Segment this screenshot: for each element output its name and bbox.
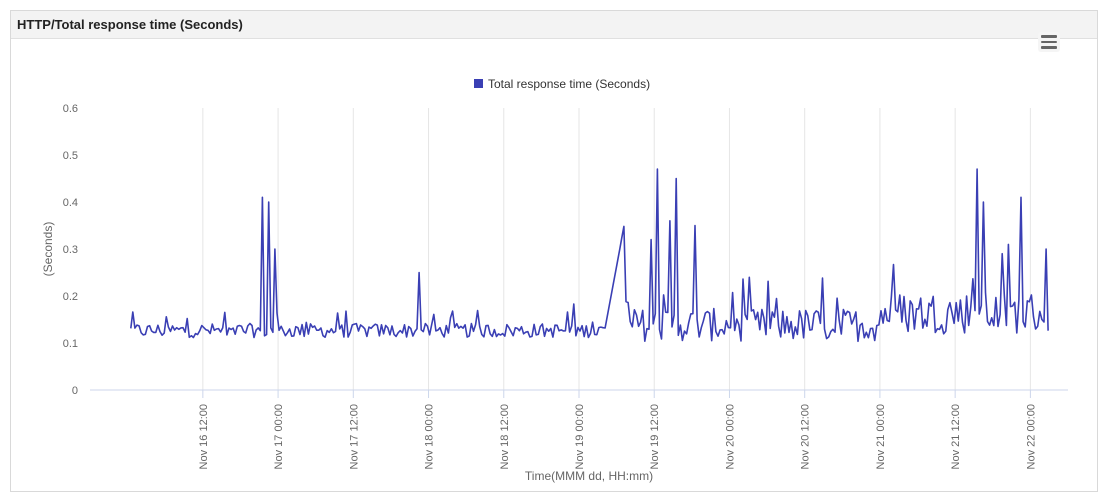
y-tick-label: 0.1 [63,338,78,350]
x-tick-label: Nov 21 00:00 [875,404,887,469]
x-tick-label: Nov 20 12:00 [800,404,812,469]
grid-lines [202,108,1031,390]
x-tick-label: Nov 20 00:00 [724,404,736,469]
y-tick-label: 0.2 [63,291,78,303]
chart-panel: HTTP/Total response time (Seconds) [10,10,1098,492]
y-tick-label: 0.3 [63,244,78,256]
legend[interactable]: Total response time (Seconds) [474,77,650,91]
hamburger-menu-icon[interactable] [1038,32,1060,52]
y-tick-label: 0 [72,385,78,397]
x-tick-label: Nov 21 12:00 [950,404,962,469]
y-tick-label: 0.6 [63,103,78,115]
x-axis: Nov 16 12:00 Nov 17 00:00 Nov 17 12:00 Nov … [198,390,1037,469]
y-tick-label: 0.4 [63,197,78,209]
legend-swatch [474,79,483,88]
x-tick-label: Nov 18 00:00 [424,404,436,469]
panel-header: HTTP/Total response time (Seconds) [11,11,1097,39]
series-line[interactable] [130,168,1049,343]
legend-label[interactable]: Total response time (Seconds) [488,77,650,91]
x-tick-label: Nov 17 12:00 [348,404,360,469]
y-tick-label: 0.5 [63,150,78,162]
series-layer [130,168,1049,343]
y-axis: 0 0.1 0.2 0.3 0.4 0.5 0.6 [63,103,1068,397]
y-axis-title: (Seconds) [41,222,55,277]
menu-bar [1041,40,1057,44]
x-tick-label: Nov 17 00:00 [273,404,285,469]
x-axis-title: Time(MMM dd, HH:mm) [525,469,653,483]
x-tick-label: Nov 22 00:00 [1025,404,1037,469]
x-tick-label: Nov 19 12:00 [649,404,661,469]
x-tick-label: Nov 18 12:00 [499,404,511,469]
x-tick-label: Nov 16 12:00 [198,404,210,469]
menu-bar [1041,46,1057,49]
x-tick-label: Nov 19 00:00 [574,404,586,469]
panel-title: HTTP/Total response time (Seconds) [17,17,243,32]
menu-bar [1041,35,1057,38]
